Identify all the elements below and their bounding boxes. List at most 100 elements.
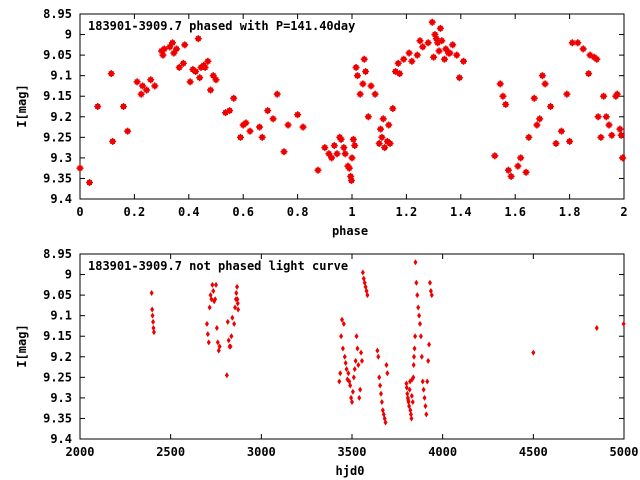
phased-x-axis-label: phase: [332, 224, 368, 238]
phased-data-point: [347, 177, 355, 184]
unphased-data-point: [417, 312, 422, 319]
phased-data-point: [226, 107, 234, 115]
unphased-data-point: [359, 357, 364, 364]
phased-data-point: [321, 144, 329, 152]
phased-data-point: [605, 121, 613, 129]
phased-data-point: [440, 55, 448, 63]
unphased-data-point: [594, 325, 599, 331]
phased-data-point: [356, 90, 364, 98]
phased-data-point: [602, 113, 610, 121]
unphased-y-tick-label: 8.95: [43, 247, 72, 261]
unphased-data-point: [427, 279, 432, 286]
unphased-data-point: [214, 281, 218, 288]
phased-data-point: [76, 164, 84, 172]
unphased-data-point: [350, 399, 354, 405]
phased-data-point: [186, 78, 194, 86]
phased-data-point: [522, 168, 530, 176]
phased-data-point: [314, 166, 322, 174]
phased-data-point: [538, 72, 546, 80]
phased-y-tick-label: 9.05: [43, 48, 72, 62]
phased-data-point: [541, 80, 549, 88]
unphased-data-point: [215, 339, 220, 346]
unphased-data-point: [353, 357, 358, 364]
unphased-data-point: [429, 292, 434, 299]
unphased-data-point: [418, 320, 422, 327]
unphased-data-point: [340, 316, 345, 323]
phased-data-point: [137, 90, 145, 98]
unphased-data-point: [209, 296, 214, 303]
phased-data-point: [147, 76, 155, 84]
phased-y-tick-label: 9: [65, 28, 72, 42]
unphased-data-point: [404, 384, 409, 391]
unphased-data-point: [236, 306, 241, 313]
phased-data-point: [371, 90, 379, 98]
phased-data-point: [269, 115, 277, 123]
phased-data-point: [204, 57, 212, 65]
phased-data-point: [405, 49, 413, 57]
unphased-data-point: [348, 382, 353, 389]
unphased-data-point: [355, 345, 360, 352]
phased-y-axis-label: I[mag]: [15, 84, 29, 127]
phased-axis-ticks: 0 0.2 0.4 0.6 0.8 1 1.2 1.4 1.6 1.8 2 8.95 9 9.05 9.1 9…: [43, 7, 628, 219]
unphased-x-tick-label: 2000: [66, 445, 95, 459]
phased-data-point: [359, 80, 367, 88]
phased-data-point: [353, 72, 361, 80]
unphased-data-point: [235, 296, 240, 303]
unphased-data-point: [421, 386, 426, 393]
unphased-data-point: [150, 312, 155, 319]
unphased-data-point: [217, 343, 222, 350]
phased-data-point: [201, 63, 209, 71]
phased-data-point: [280, 148, 288, 156]
unphased-data-point: [405, 390, 410, 397]
phased-data-point: [256, 123, 264, 131]
unphased-data-point: [357, 394, 362, 401]
unphased-data-point: [350, 388, 355, 395]
phased-data-point: [378, 133, 386, 141]
unphased-data-point: [341, 320, 346, 327]
phased-data-point: [337, 135, 345, 143]
unphased-data-point: [422, 394, 427, 401]
unphased-data-point: [205, 331, 210, 338]
phased-data-point: [394, 59, 402, 67]
phased-data-point: [552, 140, 560, 147]
phased-data-point: [517, 154, 525, 162]
unphased-data-point: [346, 370, 351, 377]
phased-data-point: [159, 51, 167, 59]
phased-data-point: [389, 105, 397, 113]
phased-data-point: [386, 140, 394, 147]
unphased-data-point: [225, 318, 230, 325]
phased-data-point: [385, 121, 393, 129]
phased-panel: 0 0.2 0.4 0.6 0.8 1 1.2 1.4 1.6 1.8 2 8.95 9 9.05 9.1 9…: [15, 7, 628, 238]
phased-data-point: [507, 172, 515, 180]
phased-data-point: [613, 90, 621, 98]
unphased-data-point: [384, 362, 389, 368]
phased-data-point: [352, 63, 360, 71]
phased-data-point: [273, 90, 281, 98]
unphased-data-point: [232, 320, 237, 327]
phased-y-tick-label: 9.35: [43, 171, 72, 185]
unphased-data-point: [406, 399, 411, 405]
unphased-data-point: [342, 353, 347, 360]
unphased-data-point: [235, 283, 240, 290]
phased-data-point: [608, 131, 616, 139]
unphased-data-point: [352, 366, 357, 373]
phased-x-tick-label: 2: [620, 205, 627, 219]
unphased-data-point: [621, 320, 626, 327]
phased-data-point: [340, 144, 348, 152]
phased-data-point: [284, 121, 292, 129]
unphased-y-tick-label: 9.25: [43, 370, 72, 384]
phased-data-point: [349, 135, 357, 143]
unphased-data-point: [224, 372, 229, 379]
unphased-y-tick-label: 9.1: [50, 309, 72, 323]
unphased-data-point: [151, 325, 156, 331]
unphased-data-point: [360, 269, 365, 276]
phased-data-point: [236, 133, 244, 141]
phased-data-point: [175, 63, 183, 71]
unphased-x-tick-label: 2500: [156, 445, 185, 459]
phased-data-point: [143, 86, 151, 94]
unphased-data-point: [356, 362, 361, 368]
phased-data-point: [230, 94, 238, 102]
unphased-chart-title: 183901-3909.7 not phased light curve: [88, 259, 348, 273]
unphased-data-point: [407, 386, 412, 393]
unphased-y-tick-label: 9.35: [43, 411, 72, 425]
